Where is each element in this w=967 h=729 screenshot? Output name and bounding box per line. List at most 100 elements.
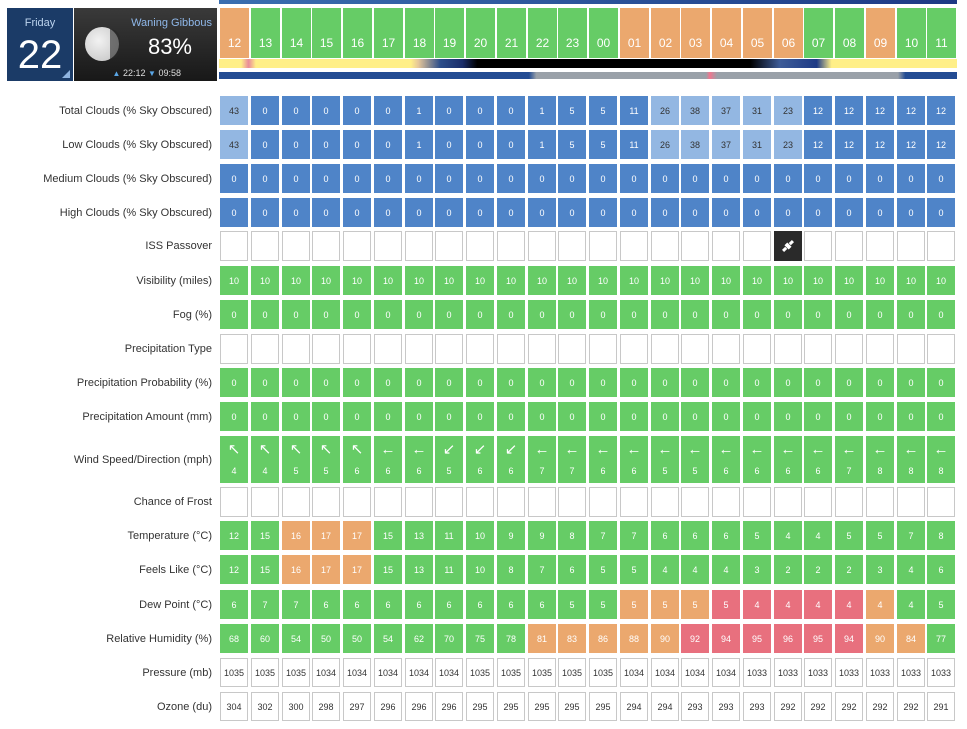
value-cell: 68: [220, 624, 248, 653]
row-label: Relative Humidity (%): [106, 632, 212, 645]
wind-direction-arrow-icon: ↖: [227, 441, 241, 458]
value-cell: 0: [374, 130, 402, 159]
wind-direction-arrow-icon: ←: [595, 441, 611, 458]
row-label: Medium Clouds (% Sky Obscured): [43, 172, 212, 185]
value-cell: [435, 334, 463, 364]
value-cell: 17: [312, 521, 340, 550]
value-cell: 12: [927, 130, 955, 159]
value-cell: 0: [374, 402, 402, 431]
value-cell: [220, 487, 248, 517]
wind-cell: ← 6: [405, 436, 433, 483]
value-cell: 7: [589, 521, 617, 550]
value-cell: 0: [466, 96, 494, 125]
value-cell: 6: [374, 590, 402, 619]
value-cell: 302: [251, 692, 279, 721]
value-cell: 296: [374, 692, 402, 721]
wind-direction-arrow-icon: ↖: [319, 441, 333, 458]
moonrise-time: 22:12: [122, 68, 146, 78]
value-cell: 0: [466, 402, 494, 431]
value-cell: 1: [528, 96, 556, 125]
value-cell: 292: [835, 692, 863, 721]
value-cell: 96: [774, 624, 802, 653]
hour-cell: 21: [497, 8, 526, 58]
value-cell: 7: [251, 590, 279, 619]
value-cell: 10: [220, 266, 248, 295]
value-cell: 5: [558, 590, 586, 619]
value-cell: [405, 334, 433, 364]
wind-cell: ↙ 6: [466, 436, 494, 483]
wind-cell: ← 7: [558, 436, 586, 483]
value-cell: [312, 334, 340, 364]
wind-cell: ← 8: [897, 436, 925, 483]
value-cell: 11: [620, 130, 648, 159]
wind-direction-arrow-icon: ←: [687, 441, 703, 458]
value-cell: 293: [681, 692, 709, 721]
forecast-row: Precipitation Type: [0, 334, 967, 364]
wind-cell: ← 6: [774, 436, 802, 483]
value-cell: 4: [743, 590, 771, 619]
value-cell: 10: [620, 266, 648, 295]
value-cell: 12: [866, 130, 894, 159]
value-cell: [466, 487, 494, 517]
value-cell: [681, 487, 709, 517]
value-cell: [774, 487, 802, 517]
day-name: Friday: [24, 17, 56, 29]
moonrise-icon: ▲: [112, 69, 121, 78]
value-cell: 0: [220, 300, 248, 329]
value-cell: 0: [466, 198, 494, 227]
value-cell: 6: [435, 590, 463, 619]
hour-cell: 00: [589, 8, 618, 58]
value-cell: 10: [804, 266, 832, 295]
value-cell: 0: [620, 402, 648, 431]
value-cell: 0: [435, 402, 463, 431]
wind-direction-arrow-icon: ←: [903, 441, 919, 458]
wind-speed: 5: [293, 466, 299, 476]
value-cell: 0: [804, 164, 832, 193]
value-cell: 78: [497, 624, 525, 653]
hour-cell: 15: [312, 8, 341, 58]
value-cell: 0: [343, 164, 371, 193]
value-cell: 5: [651, 590, 679, 619]
value-cell: 8: [927, 521, 955, 550]
value-cell: 0: [374, 300, 402, 329]
iss-passover-cell[interactable]: [774, 231, 802, 261]
moonset-icon: ▼: [148, 69, 156, 78]
top-edge-bar: [219, 0, 957, 4]
value-cell: 4: [712, 555, 740, 584]
value-cell: 17: [312, 555, 340, 584]
value-cell: 6: [466, 590, 494, 619]
wind-direction-arrow-icon: ←: [411, 441, 427, 458]
value-cell: 0: [589, 300, 617, 329]
value-cell: 4: [897, 555, 925, 584]
value-cell: 7: [282, 590, 310, 619]
value-cell: 4: [651, 555, 679, 584]
value-cell: 12: [897, 130, 925, 159]
value-cell: [589, 487, 617, 517]
value-cell: 1: [405, 130, 433, 159]
value-cell: 0: [435, 368, 463, 397]
value-cell: [558, 487, 586, 517]
value-cell: 10: [435, 266, 463, 295]
value-cell: 0: [712, 402, 740, 431]
value-cell: 50: [343, 624, 371, 653]
value-cell: 0: [405, 164, 433, 193]
hour-cell: 05: [743, 8, 772, 58]
value-cell: 0: [282, 300, 310, 329]
iss-empty-cell: [589, 231, 617, 261]
value-cell: 5: [743, 521, 771, 550]
row-label: Dew Point (°C): [139, 598, 212, 611]
forecast-row: High Clouds (% Sky Obscured) 0 0 0 0 0 0 0 0 0 0 0 0…: [0, 198, 967, 227]
value-cell: 26: [651, 130, 679, 159]
wind-cell: ← 8: [866, 436, 894, 483]
day-selector[interactable]: Friday 22: [7, 8, 73, 81]
value-cell: 0: [343, 198, 371, 227]
value-cell: 6: [343, 590, 371, 619]
value-cell: 0: [558, 164, 586, 193]
moon-shadow: [110, 29, 120, 59]
value-cell: 5: [712, 590, 740, 619]
wind-speed: 8: [938, 466, 944, 476]
value-cell: 11: [620, 96, 648, 125]
value-cell: 0: [681, 402, 709, 431]
value-cell: 10: [466, 266, 494, 295]
value-cell: 0: [405, 300, 433, 329]
